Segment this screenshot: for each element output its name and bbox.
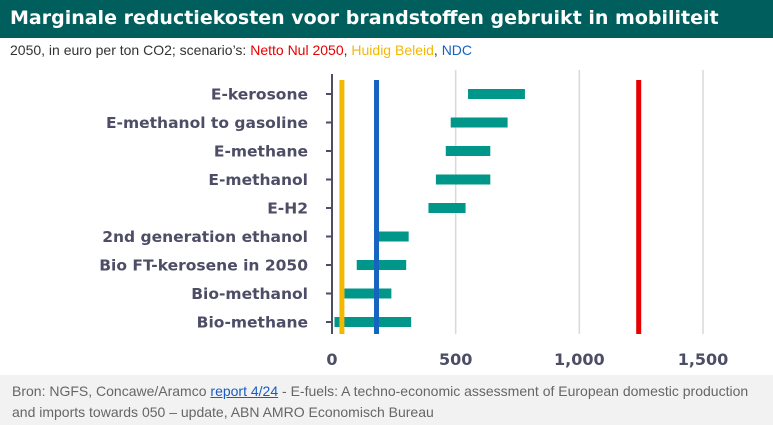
source-note: Bron: NGFS, Concawe/Aramco report 4/24 -… — [12, 381, 762, 423]
range-bar — [428, 203, 466, 213]
report-link[interactable]: report 4/24 — [210, 383, 279, 399]
chart-header: Marginale reductiekosten voor brandstoff… — [0, 0, 773, 38]
range-bar — [356, 260, 407, 270]
chart-subtitle: 2050, in euro per ton CO2; scenario’s: N… — [10, 42, 472, 58]
range-bar — [468, 89, 525, 99]
x-tick-label: 1,500 — [678, 350, 729, 369]
legend-huidig-beleid: Huidig Beleid — [351, 42, 434, 58]
range-bar — [344, 288, 392, 299]
range-bar — [445, 146, 491, 156]
category-label: E-kerosone — [211, 86, 308, 104]
category-label: E-methanol — [208, 171, 308, 189]
source-band — [0, 375, 773, 425]
category-label: Bio FT-kerosene in 2050 — [99, 257, 308, 275]
category-label: Bio-methanol — [191, 285, 308, 303]
x-tick-label: 500 — [439, 350, 472, 369]
category-label: E-methanol to gasoline — [106, 114, 308, 132]
legend-ndc: NDC — [441, 42, 473, 58]
category-label: 2nd generation ethanol — [102, 228, 308, 246]
mac-chart: 0 500 1,000 1,500 E-kerosone E-methanol to ga… — [99, 70, 729, 369]
chart-title: Marginale reductiekosten voor brandstoff… — [10, 7, 719, 29]
legend-separator: , — [433, 42, 442, 58]
source-suffix: - E-fuels: A techno-economic assessment … — [12, 383, 749, 420]
category-label: E-H2 — [267, 200, 308, 218]
legend-separator: , — [343, 42, 352, 58]
range-bar — [435, 174, 491, 185]
category-label: E-methane — [214, 143, 308, 161]
source-prefix: Bron: NGFS, Concawe/Aramco — [12, 383, 211, 399]
range-bar — [334, 317, 412, 327]
range-bar — [374, 231, 409, 242]
x-tick-label: 1,000 — [554, 350, 605, 369]
subtitle-prefix: 2050, in euro per ton CO2; scenario’s: — [10, 42, 251, 58]
legend-netto-nul: Netto Nul 2050 — [250, 42, 344, 58]
range-bar — [450, 117, 508, 128]
category-label: Bio-methane — [197, 314, 308, 332]
x-tick-label: 0 — [326, 350, 337, 369]
